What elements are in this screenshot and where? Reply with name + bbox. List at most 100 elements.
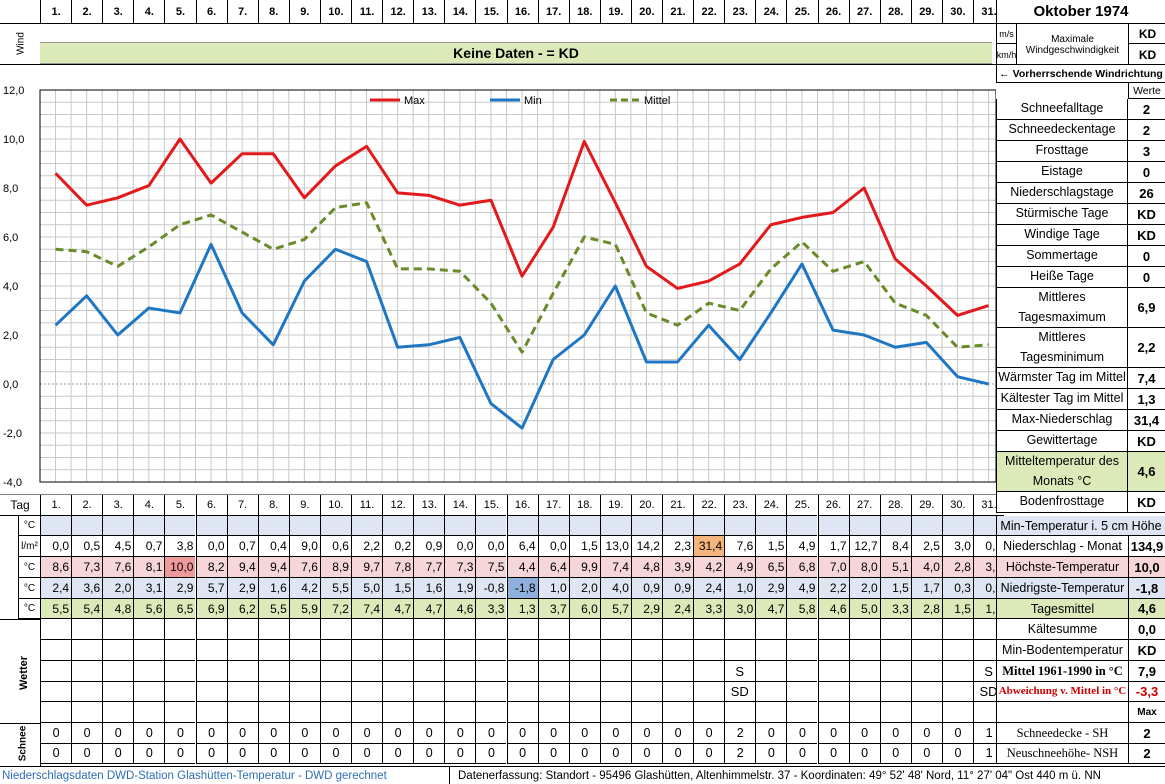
minboden-label: Min-Bodentemperatur xyxy=(996,640,1128,661)
weather-cell xyxy=(879,619,911,640)
cell-snow_depth: 0 xyxy=(319,723,351,744)
table-day: 2. xyxy=(71,495,103,516)
cell-new_snow: 0 xyxy=(444,743,476,764)
summary-row: Windige Tage KD xyxy=(996,225,1165,246)
cell-tmax: 4,0 xyxy=(910,557,942,578)
table-divider xyxy=(18,516,19,620)
weather-cell xyxy=(973,681,1005,702)
weather-cell xyxy=(755,619,787,640)
cell-precip: 12,7 xyxy=(848,536,880,557)
cell-new_snow: 0 xyxy=(786,743,818,764)
weather-cell xyxy=(506,619,538,640)
summary-row: Eistage 0 xyxy=(996,162,1165,183)
minboden-value: KD xyxy=(1128,640,1165,661)
weather-cell xyxy=(910,619,942,640)
weather-cell xyxy=(537,702,569,723)
cell-min5 xyxy=(537,516,569,536)
header-day: 29. xyxy=(910,0,942,24)
cell-new_snow: 0 xyxy=(910,743,942,764)
cell-snow_depth: 0 xyxy=(164,723,196,744)
cell-snow_depth: 0 xyxy=(288,723,320,744)
weather-cell xyxy=(506,681,538,702)
tmax-total: 10,0 xyxy=(1128,557,1165,578)
cell-tmean: 3,0 xyxy=(724,599,756,619)
table-day: 10. xyxy=(319,495,351,516)
prevailing-wind-label: ← Vorherrschende Windrichtung xyxy=(996,65,1165,83)
y-tick-label: 8,0 xyxy=(3,183,18,195)
cell-snow_depth: 0 xyxy=(413,723,445,744)
weather-cell xyxy=(973,640,1005,661)
snow_depth-label: Schneedecke - SH xyxy=(996,723,1128,744)
cell-tmean: 5,5 xyxy=(40,599,72,619)
weather-cell xyxy=(102,640,134,661)
weather-cell xyxy=(786,619,818,640)
weather-cell xyxy=(319,702,351,723)
weather-cell xyxy=(786,640,818,661)
cell-tmax: 5,1 xyxy=(879,557,911,578)
table-day: 31. xyxy=(973,495,1005,516)
cell-snow_depth: 2 xyxy=(724,723,756,744)
cell-snow_depth: 0 xyxy=(102,723,134,744)
summary-label: Gewittertage xyxy=(997,431,1128,451)
weather-cell xyxy=(630,681,662,702)
cell-new_snow: 0 xyxy=(257,743,289,764)
weather-cell xyxy=(910,702,942,723)
cell-precip: 0,7 xyxy=(133,536,165,557)
weather-cell xyxy=(319,681,351,702)
weather-cell xyxy=(599,681,631,702)
legend-label: Max xyxy=(404,95,425,107)
min5-label: Min-Temperatur i. 5 cm Höhe xyxy=(996,516,1165,536)
header-day: 5. xyxy=(164,0,195,24)
table-day: 17. xyxy=(537,495,569,516)
weather-cell xyxy=(817,681,849,702)
table-day: 30. xyxy=(941,495,973,516)
cell-tmin: 2,0 xyxy=(848,578,880,599)
table-day: 22. xyxy=(693,495,725,516)
summary-label: Frosttage xyxy=(997,141,1128,161)
summary-value: 7,4 xyxy=(1137,370,1156,386)
cell-snow_depth: 0 xyxy=(444,723,476,744)
unit-label: l/m² xyxy=(18,536,40,557)
weather-cell xyxy=(102,619,134,640)
cell-tmin: 1,0 xyxy=(537,578,569,599)
table-day: 26. xyxy=(817,495,849,516)
cell-new_snow: 0 xyxy=(319,743,351,764)
kaeltesumme-value: 0,0 xyxy=(1128,619,1165,640)
cell-new_snow: 0 xyxy=(288,743,320,764)
snow_depth-total: 2 xyxy=(1128,723,1165,744)
cell-new_snow: 0 xyxy=(351,743,383,764)
page-title: Oktober 1974 xyxy=(996,0,1165,24)
y-tick-label: 0,0 xyxy=(3,379,18,391)
weather-cell xyxy=(755,681,787,702)
cell-snow_depth: 0 xyxy=(786,723,818,744)
cell-tmin: 2,0 xyxy=(102,578,134,599)
weather-cell xyxy=(910,661,942,682)
summary-row: Heiße Tage 0 xyxy=(996,267,1165,288)
cell-new_snow: 2 xyxy=(724,743,756,764)
cell-tmean: 4,6 xyxy=(817,599,849,619)
cell-min5 xyxy=(133,516,165,536)
summary-value: KD xyxy=(1137,206,1156,222)
cell-precip: 8,4 xyxy=(879,536,911,557)
summary-label: Schneedeckentage xyxy=(997,120,1128,140)
cell-precip: 0,9 xyxy=(413,536,445,557)
cell-tmax: 7,7 xyxy=(413,557,445,578)
cell-precip: 13,0 xyxy=(599,536,631,557)
weather-cell xyxy=(444,681,476,702)
wind-unit-ms: m/s xyxy=(997,24,1017,44)
weather-cell xyxy=(226,640,258,661)
cell-precip: 0,5 xyxy=(71,536,103,557)
cell-snow_depth: 0 xyxy=(910,723,942,744)
header-day: 22. xyxy=(693,0,724,24)
table-day: 29. xyxy=(910,495,942,516)
cell-tmax: 9,9 xyxy=(568,557,600,578)
cell-precip: 0,0 xyxy=(40,536,72,557)
weather-cell xyxy=(319,661,351,682)
weather-cell xyxy=(319,640,351,661)
header-day: 6. xyxy=(195,0,227,24)
header-day: 4. xyxy=(133,0,164,24)
weather-cell xyxy=(724,681,756,702)
weather-cell xyxy=(226,681,258,702)
weather-cell xyxy=(941,702,973,723)
unit-label: °C xyxy=(18,516,40,536)
